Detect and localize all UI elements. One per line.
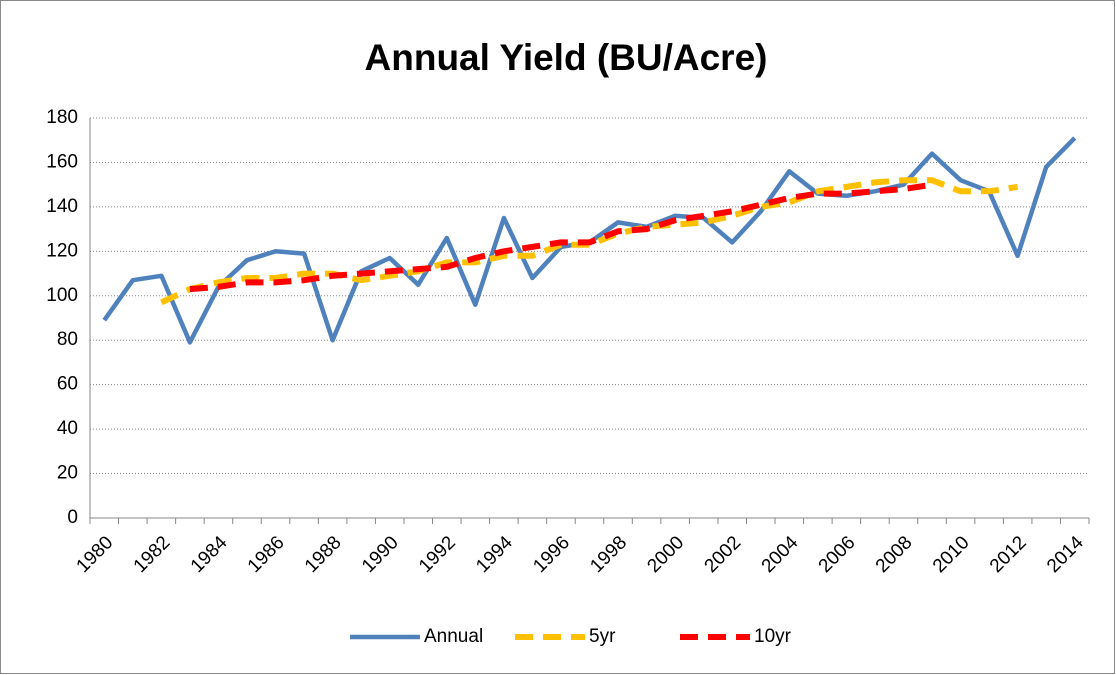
legend-label: Annual	[424, 626, 483, 647]
legend-label: 5yr	[589, 626, 616, 647]
y-tick-label: 0	[67, 507, 78, 528]
y-tick-label: 80	[57, 329, 78, 350]
y-tick-label: 180	[46, 107, 78, 128]
y-tick-label: 120	[46, 240, 78, 261]
legend-label: 10yr	[754, 626, 792, 647]
series-line	[160, 177, 1019, 306]
y-tick-label: 160	[46, 151, 78, 172]
y-tick-label: 40	[57, 418, 78, 439]
series-line	[189, 181, 933, 293]
y-tick-label: 100	[46, 285, 78, 306]
y-tick-label: 140	[46, 196, 78, 217]
y-tick-label: 60	[57, 374, 78, 395]
y-tick-label: 20	[57, 463, 78, 484]
chart-title: Annual Yield (BU/Acre)	[365, 37, 768, 78]
